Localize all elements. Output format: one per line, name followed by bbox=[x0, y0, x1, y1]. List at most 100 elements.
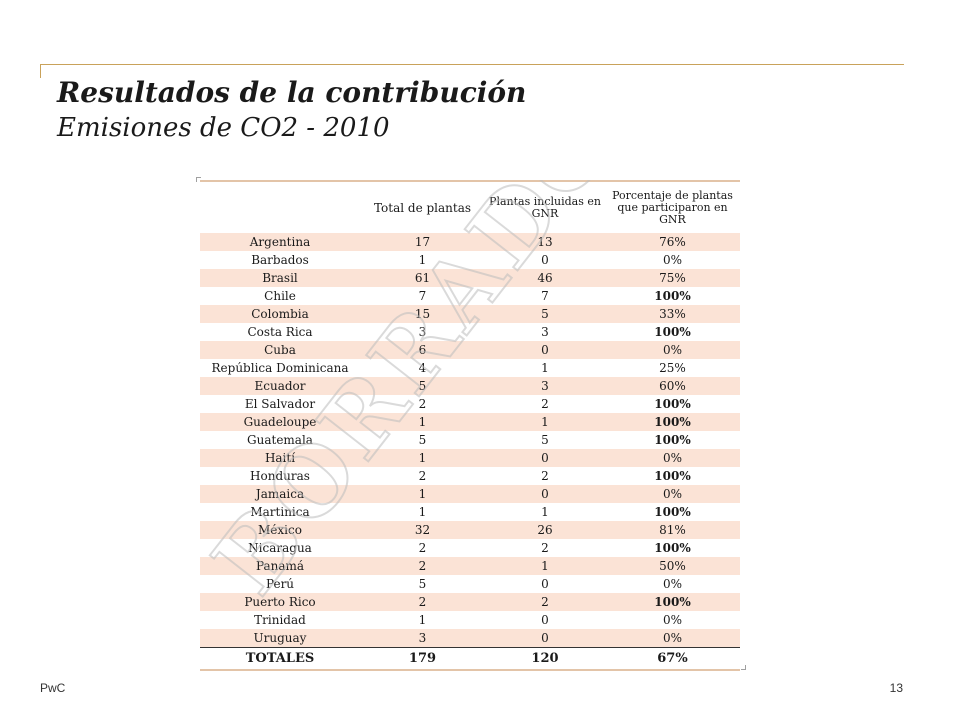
table-row: Barbados 1 0 0% bbox=[200, 251, 740, 269]
cell-included: 0 bbox=[541, 613, 549, 627]
table-row: Perú 5 0 0% bbox=[200, 575, 740, 593]
cell-pct: 76% bbox=[659, 235, 686, 249]
top-rule-tick bbox=[40, 64, 41, 78]
table-row: Puerto Rico 2 2 100% bbox=[200, 593, 740, 611]
cell-included: 2 bbox=[541, 595, 549, 609]
table-row: Panamá 2 1 50% bbox=[200, 557, 740, 575]
cell-pct: 60% bbox=[659, 379, 686, 393]
cell-total: 2 bbox=[418, 595, 427, 609]
cell-total: 1 bbox=[418, 505, 427, 519]
cell-included: 0 bbox=[541, 451, 549, 465]
cell-included: 1 bbox=[541, 559, 549, 573]
cell-total: 1 bbox=[418, 253, 427, 267]
cell-pct: 50% bbox=[659, 559, 686, 573]
table-row: República Dominicana 4 1 25% bbox=[200, 359, 740, 377]
cell-country: México bbox=[258, 523, 302, 537]
cell-pct: 100% bbox=[654, 415, 691, 429]
cell-total: 6 bbox=[418, 343, 427, 357]
table-row: Colombia 15 5 33% bbox=[200, 305, 740, 323]
cell-included: 26 bbox=[537, 523, 553, 537]
cell-country: Costa Rica bbox=[247, 325, 313, 339]
cell-pct: 100% bbox=[654, 469, 691, 483]
cell-country: Chile bbox=[264, 289, 296, 303]
cell-country: Cuba bbox=[264, 343, 296, 357]
table-row: Cuba 6 0 0% bbox=[200, 341, 740, 359]
cell-country: Colombia bbox=[251, 307, 309, 321]
table-row: Nicaragua 2 2 100% bbox=[200, 539, 740, 557]
cell-country: El Salvador bbox=[244, 397, 316, 411]
cell-total: 61 bbox=[414, 271, 431, 285]
cell-total: 1 bbox=[418, 415, 427, 429]
table-row: México 32 26 81% bbox=[200, 521, 740, 539]
cell-pct: 0% bbox=[662, 343, 683, 357]
cell-total: 32 bbox=[414, 523, 431, 537]
table-row: Guadeloupe 1 1 100% bbox=[200, 413, 740, 431]
cell-total: 3 bbox=[418, 631, 427, 645]
cell-included: 46 bbox=[537, 271, 553, 285]
cell-pct: 0% bbox=[662, 613, 683, 627]
cell-country: Uruguay bbox=[253, 631, 307, 645]
cell-pct: 100% bbox=[654, 433, 691, 447]
cell-included: 1 bbox=[541, 361, 549, 375]
cell-country: Trinidad bbox=[254, 613, 306, 627]
cell-total: 2 bbox=[418, 559, 427, 573]
cell-country: Brasil bbox=[262, 271, 298, 285]
totals-row: TOTALES 179 120 67% bbox=[200, 647, 740, 670]
cell-pct: 100% bbox=[654, 505, 691, 519]
table-body: Argentina 17 13 76% Barbados 1 0 0% Brasil 61 46 75… bbox=[200, 233, 740, 648]
cell-pct: 100% bbox=[654, 397, 691, 411]
table-row: Haití 1 0 0% bbox=[200, 449, 740, 467]
table-row: Uruguay 3 0 0% bbox=[200, 629, 740, 648]
cell-pct: 0% bbox=[662, 577, 683, 591]
table-row: Honduras 2 2 100% bbox=[200, 467, 740, 485]
cell-included: 13 bbox=[537, 235, 553, 249]
cell-pct: 0% bbox=[662, 487, 683, 501]
cell-country: Puerto Rico bbox=[244, 595, 316, 609]
totals-pct: 67% bbox=[657, 650, 688, 666]
cell-country: República Dominicana bbox=[211, 361, 349, 375]
cell-included: 0 bbox=[541, 253, 549, 267]
header-participation-pct: Porcentaje de plantas que participaron e… bbox=[612, 188, 733, 226]
table-row: Brasil 61 46 75% bbox=[200, 269, 740, 287]
cell-country: Guadeloupe bbox=[243, 415, 317, 429]
cell-total: 15 bbox=[414, 307, 431, 321]
cell-total: 5 bbox=[418, 577, 427, 591]
results-table-container: Total de plantas Plantas incluidas en GN… bbox=[196, 177, 746, 670]
cell-total: 1 bbox=[418, 487, 427, 501]
results-table: Total de plantas Plantas incluidas en GN… bbox=[200, 180, 740, 671]
cell-pct: 25% bbox=[659, 361, 686, 375]
cell-included: 0 bbox=[541, 487, 549, 501]
table-row: El Salvador 2 2 100% bbox=[200, 395, 740, 413]
cell-total: 4 bbox=[418, 361, 427, 375]
cell-country: Barbados bbox=[251, 253, 309, 267]
cell-country: Ecuador bbox=[254, 379, 306, 393]
cell-pct: 0% bbox=[662, 253, 683, 267]
cell-country: Perú bbox=[265, 577, 295, 591]
table-row: Trinidad 1 0 0% bbox=[200, 611, 740, 629]
totals-included: 120 bbox=[531, 650, 559, 666]
table-row: Jamaica 1 0 0% bbox=[200, 485, 740, 503]
cell-included: 2 bbox=[541, 541, 549, 555]
table-row: Martinica 1 1 100% bbox=[200, 503, 740, 521]
cell-pct: 81% bbox=[659, 523, 686, 537]
cell-included: 2 bbox=[541, 469, 549, 483]
cell-total: 5 bbox=[418, 433, 427, 447]
cell-included: 1 bbox=[541, 415, 549, 429]
cell-country: Honduras bbox=[250, 469, 310, 483]
cell-country: Martinica bbox=[250, 505, 310, 519]
cell-included: 7 bbox=[541, 289, 549, 303]
header-total-plants: Total de plantas bbox=[373, 200, 472, 215]
cell-total: 1 bbox=[418, 451, 427, 465]
cell-included: 1 bbox=[541, 505, 549, 519]
cell-pct: 100% bbox=[654, 541, 691, 555]
cell-included: 0 bbox=[541, 577, 549, 591]
table-corner-marker bbox=[196, 177, 201, 182]
table-row: Costa Rica 3 3 100% bbox=[200, 323, 740, 341]
cell-country: Nicaragua bbox=[248, 541, 312, 555]
cell-included: 3 bbox=[541, 325, 549, 339]
slide-title: Resultados de la contribución bbox=[57, 76, 527, 109]
cell-included: 2 bbox=[541, 397, 549, 411]
cell-pct: 100% bbox=[654, 325, 691, 339]
cell-pct: 100% bbox=[654, 595, 691, 609]
cell-pct: 33% bbox=[659, 307, 686, 321]
